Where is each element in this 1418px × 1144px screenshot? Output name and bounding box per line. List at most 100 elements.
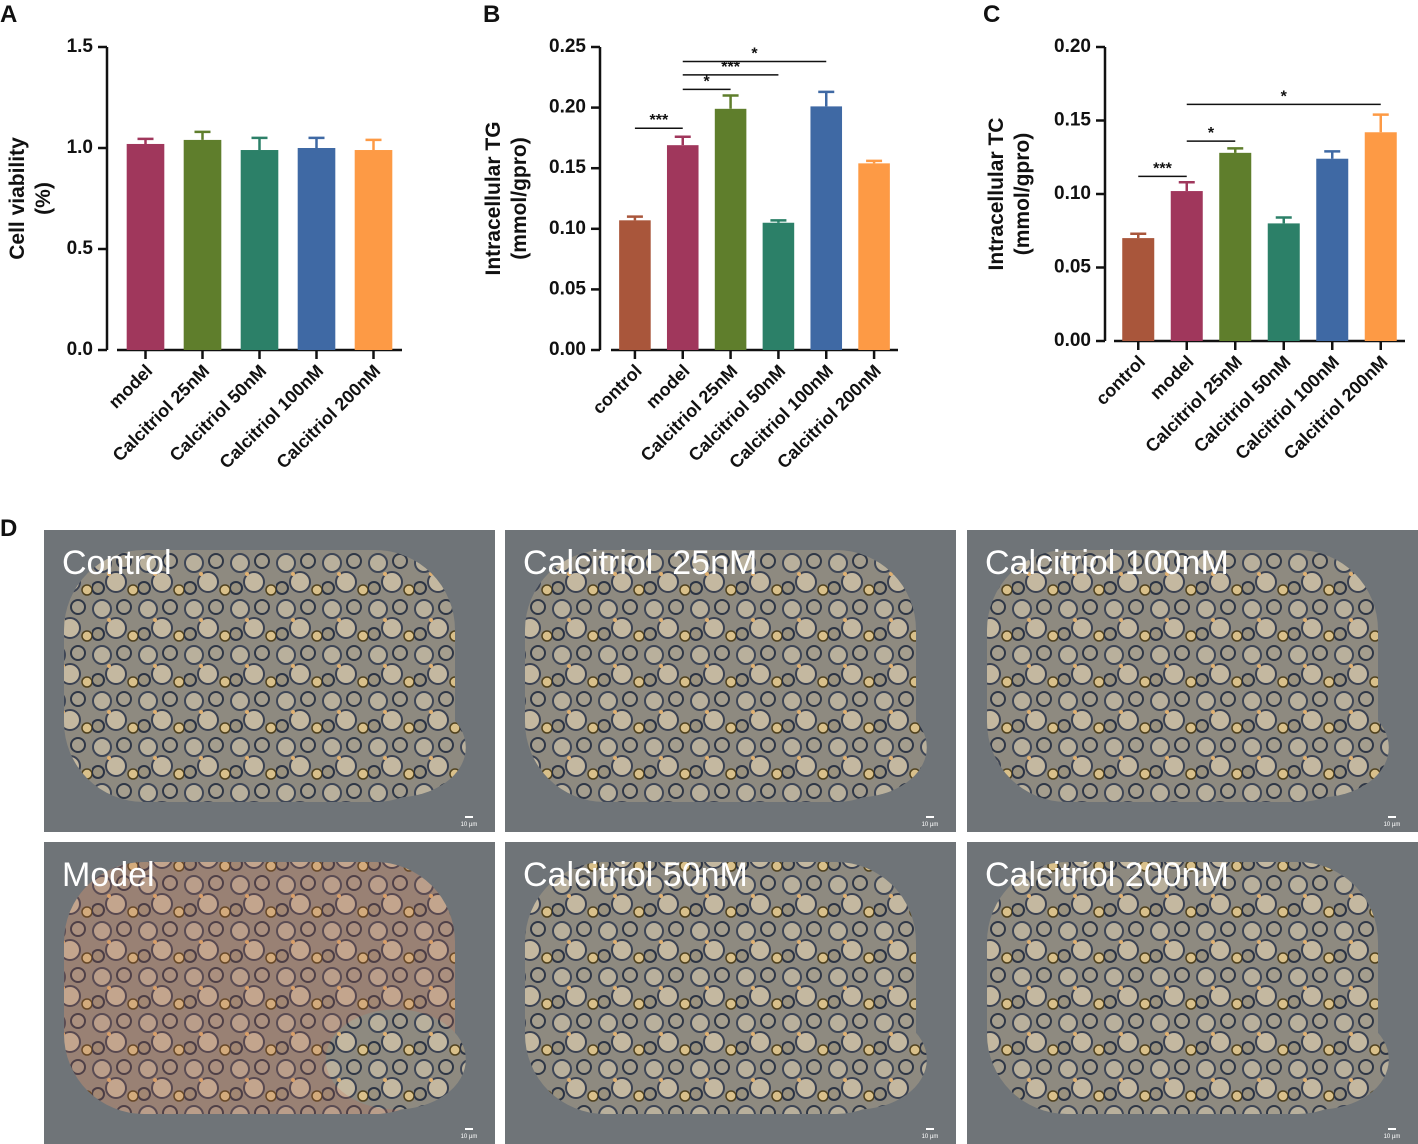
error-bar: [308, 136, 325, 148]
significance-label: *: [1281, 88, 1288, 105]
error-bar: [137, 137, 154, 144]
bar: [240, 150, 279, 350]
bar: [1170, 191, 1203, 341]
bar: [1316, 158, 1349, 341]
error-bar: [251, 136, 268, 151]
error-bar: [674, 135, 691, 146]
error-bar: [194, 130, 211, 140]
image-label: Calcitriol 100nM: [985, 544, 1229, 582]
scale-bar-label: 10 µm: [922, 1134, 939, 1140]
image-label: Model: [62, 856, 155, 894]
error-bar: [365, 138, 382, 151]
y-tick-label: 0.20: [1054, 36, 1091, 57]
y-tick-label: 0.5: [67, 238, 94, 259]
significance-label: ***: [721, 59, 740, 76]
y-tick-label: 0.0: [67, 339, 93, 360]
bar: [810, 106, 843, 350]
micrograph: Calcitriol 100nM 10 µm: [967, 530, 1418, 832]
micrograph: Model 10 µm: [44, 842, 495, 1144]
x-tick-label: Calcitriol 200nM: [273, 361, 385, 473]
image-label: Control: [62, 544, 172, 582]
bar: [858, 163, 890, 350]
scale-bar-label: 10 µm: [1384, 822, 1401, 828]
micrograph: Calcitriol 25nM 10 µm: [505, 530, 956, 832]
bar: [297, 148, 336, 350]
significance-label: *: [751, 46, 758, 63]
y-tick-label: 0.10: [1054, 183, 1091, 204]
image-label: Calcitriol 25nM: [523, 544, 757, 582]
y-tick-label: 0.05: [549, 278, 586, 299]
error-bar: [626, 215, 643, 221]
scale-bar: [1388, 816, 1396, 818]
y-tick-label: 1.5: [67, 36, 94, 57]
bar-chart: C Intracellular TC (mmol/gpro) 0.00 0.05 0.10…: [983, 1, 1405, 463]
bar: [1267, 223, 1300, 341]
scale-bar: [465, 1128, 473, 1130]
y-axis-label: Intracellular TC: [985, 118, 1008, 271]
scale-bar-label: 10 µm: [1384, 1134, 1401, 1140]
scale-bar: [465, 816, 473, 818]
y-tick-label: 0.15: [1054, 110, 1091, 131]
bar: [619, 220, 651, 350]
micrograph: Calcitriol 200nM 10 µm: [967, 842, 1418, 1144]
x-tick-label: control: [1092, 352, 1149, 409]
y-tick-label: 1.0: [67, 137, 93, 158]
y-tick-label: 0.00: [549, 339, 586, 360]
y-tick-label: 0.00: [1054, 330, 1091, 351]
significance-label: *: [704, 73, 711, 90]
panel-label: D: [0, 515, 17, 542]
x-tick-label: model: [105, 361, 157, 413]
micrograph: Calcitriol 50nM 10 µm: [505, 842, 956, 1144]
scale-bar: [926, 1128, 934, 1130]
error-bar: [722, 94, 739, 109]
scale-bar-label: 10 µm: [922, 822, 939, 828]
bar: [1219, 152, 1252, 341]
scale-bar: [1388, 1128, 1396, 1130]
panel-label: B: [483, 1, 500, 28]
bar: [762, 222, 795, 350]
error-bar: [770, 219, 787, 223]
y-axis-label: Cell viability: [6, 137, 29, 260]
cell-cluster: [325, 1009, 466, 1110]
cell-cluster: [325, 697, 466, 798]
bar: [1122, 238, 1155, 341]
y-tick-label: 0.25: [549, 36, 586, 57]
error-bar: [866, 159, 883, 164]
y-tick-label: 0.15: [549, 157, 586, 178]
error-bar: [1275, 216, 1292, 224]
panel-label: C: [983, 1, 1000, 28]
x-tick-label: Calcitriol 50nM: [166, 361, 271, 466]
error-bar: [1372, 113, 1389, 133]
scale-bar-label: 10 µm: [461, 1134, 478, 1140]
bar: [126, 143, 165, 350]
x-tick-label: Calcitriol 25nM: [109, 361, 214, 466]
y-axis-label: Intracellular TG: [482, 121, 505, 275]
bar: [666, 145, 699, 350]
significance-label: *: [1208, 125, 1215, 142]
error-bar: [1130, 232, 1147, 239]
y-tick-label: 0.05: [1054, 257, 1091, 278]
significance-label: ***: [649, 112, 668, 129]
image-label: Calcitriol 50nM: [523, 856, 748, 894]
cell-cluster: [786, 1009, 927, 1110]
micrograph: Control 10 µm: [44, 530, 495, 832]
y-tick-label: 0.10: [549, 218, 586, 239]
panel-label: A: [0, 1, 17, 28]
x-tick-label: control: [588, 361, 645, 418]
bar: [183, 139, 222, 350]
error-bar: [1324, 150, 1341, 159]
image-label: Calcitriol 200nM: [985, 856, 1229, 894]
cell-cluster: [1248, 1009, 1389, 1110]
cell-cluster: [786, 697, 927, 798]
cell-cluster: [1248, 697, 1389, 798]
y-axis-label: (mmol/gpro): [1011, 133, 1034, 255]
error-bar: [1227, 147, 1244, 153]
error-bar: [1178, 180, 1195, 192]
significance-label: ***: [1153, 160, 1172, 177]
error-bar: [818, 90, 835, 107]
bar: [714, 108, 747, 350]
